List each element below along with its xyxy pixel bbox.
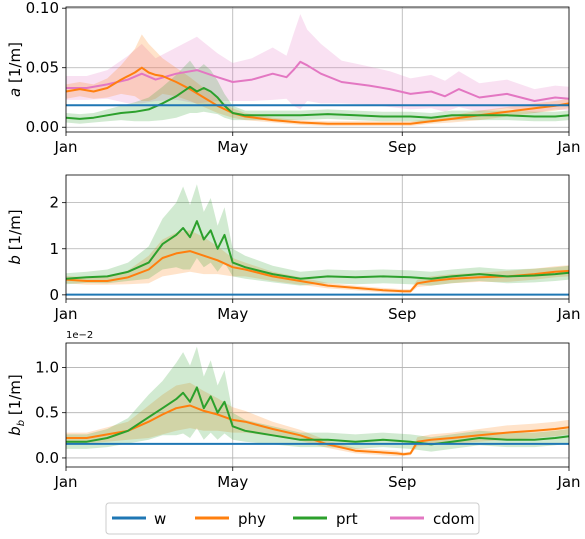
band-prt xyxy=(66,346,569,452)
y-tick-label: 0.5 xyxy=(35,404,59,422)
band-phy xyxy=(66,34,569,126)
series-line-prt xyxy=(65,85,570,120)
y-axis-label: b [1/m] xyxy=(6,209,24,264)
x-tick-label: Jan xyxy=(556,138,580,156)
panel-3: Jan May Sep Jan 0.0 0.5 1.0 bb [1/m] 1e−2 xyxy=(6,330,581,491)
y-axis-label: bb [1/m] xyxy=(6,374,27,436)
x-tick-label: May xyxy=(217,305,248,323)
y-axis-label-unit: [1/m] xyxy=(6,209,24,255)
legend-label-prt: prt xyxy=(336,510,358,528)
legend: w phy prt cdom xyxy=(105,502,480,535)
panel-1: Jan May Sep Jan 0.00 0.05 0.10 a [1/m] xyxy=(6,0,581,156)
x-tick-label: May xyxy=(217,138,248,156)
x-tick-label: Sep xyxy=(388,473,416,491)
x-tick-label: Jan xyxy=(556,473,580,491)
x-tick-label: Jan xyxy=(556,305,580,323)
x-tick-label: Jan xyxy=(53,138,77,156)
x-tick-label: Sep xyxy=(388,138,416,156)
x-tick-label: May xyxy=(217,473,248,491)
legend-label-phy: phy xyxy=(238,510,266,528)
band-prt xyxy=(66,184,569,286)
y-axis-label-variable: a xyxy=(6,88,24,97)
y-tick-label: 0.00 xyxy=(26,118,59,136)
legend-label-cdom: cdom xyxy=(433,510,475,528)
y-tick-label: 1.0 xyxy=(35,358,59,376)
legend-frame xyxy=(105,502,480,535)
legend-label-w: w xyxy=(154,510,166,528)
plot-frame xyxy=(65,174,570,300)
y-axis-label-unit: [1/m] xyxy=(6,374,24,420)
y-tick-label: 1 xyxy=(49,240,59,258)
series-line-phy xyxy=(65,250,570,293)
y-tick-label: 0.0 xyxy=(35,449,59,467)
y-axis-label: a [1/m] xyxy=(6,42,24,97)
plot-frame xyxy=(65,342,570,468)
x-tick-label: Jan xyxy=(53,305,77,323)
y-offset-text: 1e−2 xyxy=(66,330,93,341)
band-prt xyxy=(66,60,569,124)
y-axis-label-variable: b xyxy=(6,426,24,436)
y-tick-label: 0.10 xyxy=(26,0,59,17)
x-tick-label: Jan xyxy=(53,473,77,491)
y-axis-label-subscript: b xyxy=(16,420,27,426)
series-line-cdom xyxy=(66,60,570,102)
y-axis-label-variable: b xyxy=(6,255,24,265)
plot-frame xyxy=(65,6,570,133)
y-tick-label: 2 xyxy=(49,194,59,212)
y-axis-label-unit: [1/m] xyxy=(6,42,24,88)
y-tick-label: 0.05 xyxy=(26,59,59,77)
x-tick-label: Sep xyxy=(388,305,416,323)
series-line-prt xyxy=(65,220,570,280)
y-tick-label: 0 xyxy=(49,286,59,304)
series-line-prt xyxy=(66,386,570,446)
